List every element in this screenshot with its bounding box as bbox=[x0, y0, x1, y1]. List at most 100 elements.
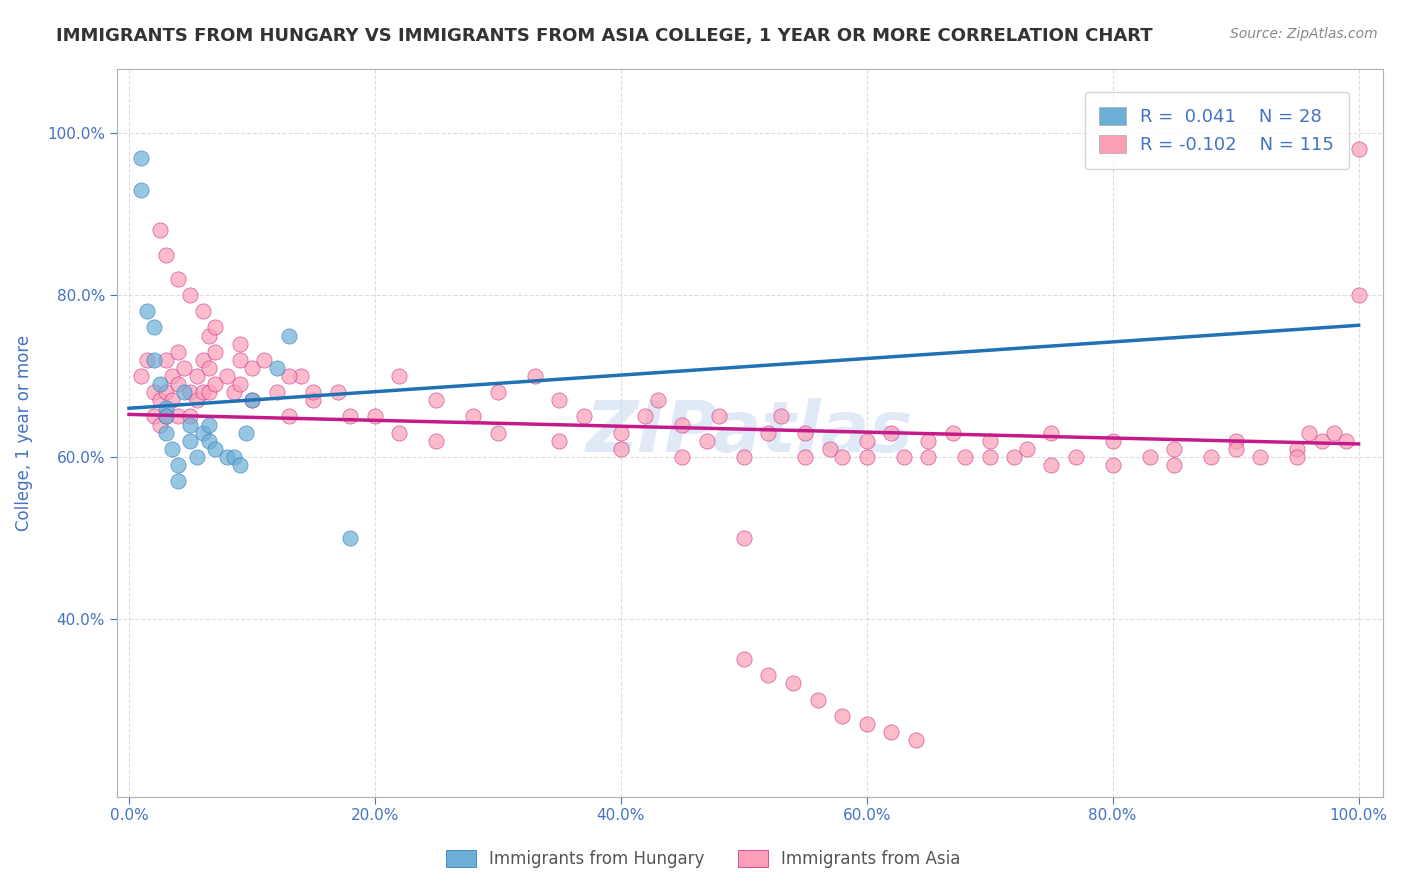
Point bbox=[204, 320, 226, 334]
Point bbox=[167, 474, 190, 488]
Point bbox=[228, 458, 250, 472]
Point bbox=[794, 425, 817, 440]
Point bbox=[904, 733, 927, 747]
Point bbox=[290, 368, 312, 383]
Point bbox=[277, 368, 299, 383]
Point bbox=[486, 385, 509, 400]
Point bbox=[167, 272, 190, 286]
Point bbox=[191, 385, 214, 400]
Point bbox=[880, 725, 903, 739]
Point bbox=[204, 344, 226, 359]
Point bbox=[1015, 442, 1038, 456]
Point bbox=[1064, 450, 1087, 464]
Point bbox=[671, 417, 693, 432]
Point bbox=[548, 393, 571, 408]
Point bbox=[266, 385, 288, 400]
Point bbox=[228, 377, 250, 392]
Point bbox=[1249, 450, 1271, 464]
Point bbox=[1310, 434, 1333, 448]
Point bbox=[831, 708, 853, 723]
Point bbox=[179, 385, 201, 400]
Point bbox=[733, 652, 755, 666]
Point bbox=[277, 409, 299, 424]
Point bbox=[155, 247, 177, 261]
Point bbox=[979, 434, 1001, 448]
Point bbox=[942, 425, 965, 440]
Point bbox=[733, 531, 755, 545]
Point bbox=[572, 409, 595, 424]
Point bbox=[917, 450, 939, 464]
Point bbox=[1286, 442, 1309, 456]
Point bbox=[794, 450, 817, 464]
Point bbox=[142, 320, 165, 334]
Point bbox=[634, 409, 657, 424]
Point bbox=[486, 425, 509, 440]
Point bbox=[709, 409, 731, 424]
Point bbox=[217, 368, 239, 383]
Point bbox=[1040, 425, 1063, 440]
Point bbox=[1347, 288, 1369, 302]
Point bbox=[388, 368, 411, 383]
Point bbox=[179, 434, 201, 448]
Point bbox=[1225, 434, 1247, 448]
Point bbox=[179, 409, 201, 424]
Text: Source: ZipAtlas.com: Source: ZipAtlas.com bbox=[1230, 27, 1378, 41]
Point bbox=[364, 409, 387, 424]
Point bbox=[769, 409, 792, 424]
Point bbox=[167, 409, 190, 424]
Point bbox=[671, 450, 693, 464]
Point bbox=[142, 352, 165, 367]
Point bbox=[155, 409, 177, 424]
Point bbox=[167, 458, 190, 472]
Point bbox=[548, 434, 571, 448]
Point bbox=[1323, 425, 1346, 440]
Point bbox=[1199, 450, 1222, 464]
Point bbox=[277, 328, 299, 343]
Point bbox=[129, 368, 152, 383]
Point bbox=[523, 368, 546, 383]
Point bbox=[149, 417, 172, 432]
Point bbox=[425, 393, 447, 408]
Point bbox=[1163, 458, 1185, 472]
Point bbox=[1347, 143, 1369, 157]
Point bbox=[782, 676, 804, 690]
Point bbox=[222, 385, 245, 400]
Legend: Immigrants from Hungary, Immigrants from Asia: Immigrants from Hungary, Immigrants from… bbox=[439, 843, 967, 875]
Point bbox=[1163, 442, 1185, 456]
Point bbox=[142, 385, 165, 400]
Point bbox=[696, 434, 718, 448]
Point bbox=[1101, 434, 1123, 448]
Point bbox=[186, 368, 208, 383]
Point bbox=[302, 385, 325, 400]
Point bbox=[756, 425, 779, 440]
Point bbox=[173, 360, 195, 375]
Point bbox=[1336, 434, 1358, 448]
Point bbox=[186, 393, 208, 408]
Point bbox=[155, 352, 177, 367]
Point bbox=[228, 336, 250, 351]
Point bbox=[160, 442, 183, 456]
Point bbox=[979, 450, 1001, 464]
Point bbox=[129, 183, 152, 197]
Point bbox=[240, 393, 263, 408]
Point bbox=[1101, 458, 1123, 472]
Point bbox=[855, 450, 877, 464]
Point bbox=[253, 352, 276, 367]
Point bbox=[240, 360, 263, 375]
Y-axis label: College, 1 year or more: College, 1 year or more bbox=[15, 334, 32, 531]
Point bbox=[191, 304, 214, 318]
Point bbox=[186, 450, 208, 464]
Point bbox=[149, 377, 172, 392]
Point bbox=[339, 531, 361, 545]
Point bbox=[610, 442, 633, 456]
Point bbox=[893, 450, 915, 464]
Text: ZIPatlas: ZIPatlas bbox=[586, 398, 914, 467]
Point bbox=[155, 409, 177, 424]
Point bbox=[191, 352, 214, 367]
Point bbox=[326, 385, 349, 400]
Point bbox=[136, 352, 159, 367]
Point bbox=[167, 377, 190, 392]
Point bbox=[129, 151, 152, 165]
Point bbox=[463, 409, 485, 424]
Point bbox=[1298, 425, 1320, 440]
